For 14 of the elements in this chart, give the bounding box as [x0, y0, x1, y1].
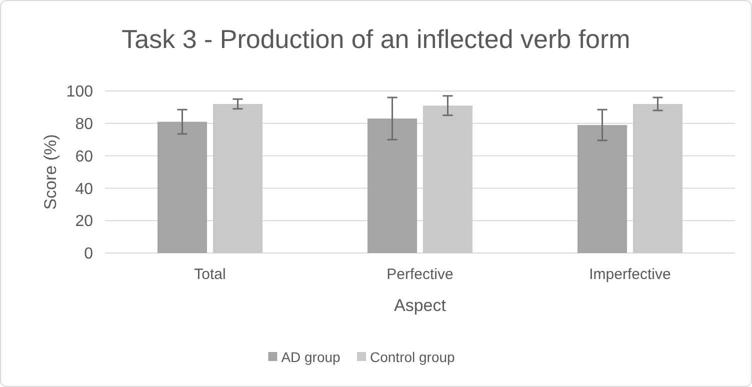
x-tick-label: Total	[194, 266, 226, 283]
y-tick-label: 40	[75, 180, 94, 198]
y-tick-label: 20	[75, 213, 94, 230]
chart-title: Task 3 - Production of an inflected verb form	[122, 24, 630, 54]
y-axis-title: Score (%)	[41, 134, 60, 210]
y-tick-label: 0	[84, 246, 94, 263]
y-tick-label: 60	[75, 148, 94, 166]
x-tick-label: Perfective	[386, 266, 454, 283]
y-tick-label: 100	[66, 84, 94, 101]
x-axis-title: Aspect	[394, 296, 446, 315]
legend-label: Control group	[370, 348, 456, 365]
legend-label: AD group	[281, 348, 341, 365]
x-tick-label: Imperfective	[589, 266, 671, 283]
y-tick-label: 80	[75, 116, 94, 133]
